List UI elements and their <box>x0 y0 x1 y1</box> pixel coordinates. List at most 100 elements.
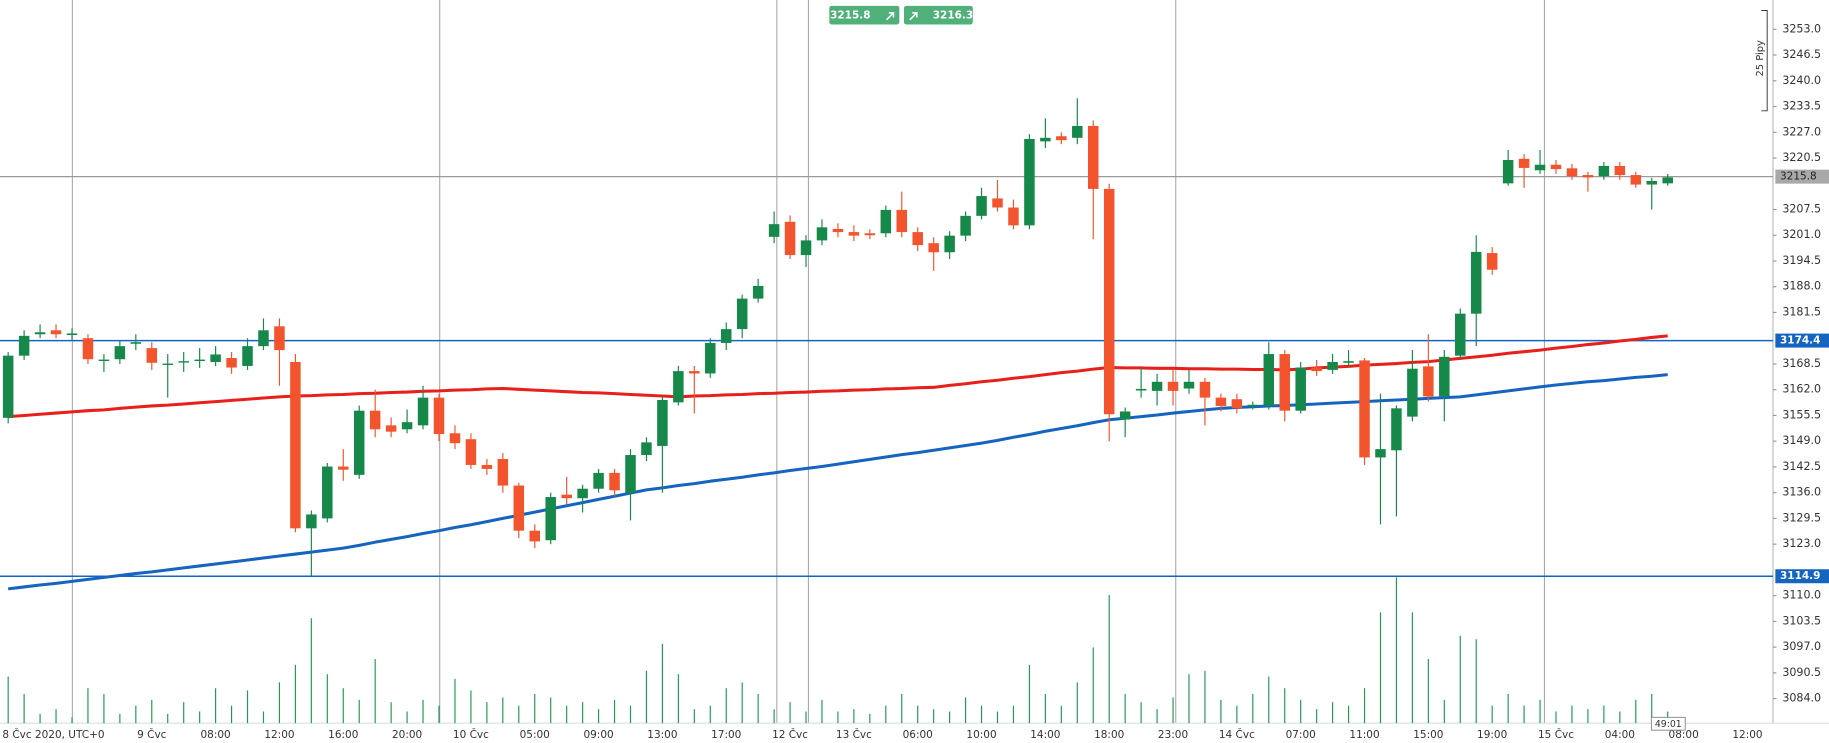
candle-body <box>2 355 14 418</box>
level-label: 3174.4 <box>1780 335 1820 347</box>
candle-body <box>1407 368 1418 417</box>
y-tick-label: 3090.5 <box>1782 666 1821 679</box>
y-tick-label: 3220.5 <box>1782 151 1821 164</box>
candle-body <box>1279 354 1290 411</box>
x-tick-label: 14 Čvc <box>1219 728 1255 741</box>
candle-body <box>1630 175 1642 185</box>
candle-body <box>162 363 173 365</box>
candle-body <box>752 285 764 299</box>
y-tick-label: 3110.0 <box>1782 589 1821 602</box>
candle-body <box>896 209 908 233</box>
candle-body <box>1534 164 1546 171</box>
candle-body <box>417 397 429 426</box>
y-tick-label: 3246.5 <box>1782 48 1821 61</box>
pip-ruler: 25 Pipy <box>1755 10 1768 112</box>
candle-body <box>1151 381 1163 391</box>
candle-body <box>992 198 1003 208</box>
candle-body <box>1231 399 1243 409</box>
x-tick-label: 23:00 <box>1158 729 1188 741</box>
candle-body <box>242 346 253 366</box>
candle-body <box>114 346 126 360</box>
candle-body <box>353 410 365 475</box>
x-tick-label: 18:00 <box>1094 729 1124 741</box>
candle-body <box>1375 449 1386 458</box>
candle-body <box>290 361 301 529</box>
candle-body <box>1311 367 1322 372</box>
candle-body <box>944 235 955 253</box>
x-tick-label: 9 Čvc <box>137 728 167 741</box>
candle-body <box>1518 158 1530 168</box>
candle-body <box>130 342 142 344</box>
y-tick-label: 3253.0 <box>1782 22 1821 35</box>
bid-badge[interactable] <box>829 5 900 25</box>
candle-body <box>146 348 158 363</box>
countdown: 49:01 <box>1655 719 1682 730</box>
candle-body <box>641 442 652 456</box>
ask-badge[interactable] <box>904 5 973 25</box>
quote-badges[interactable]: 3215.8 3216.3 <box>829 5 973 25</box>
y-tick-label: 3155.5 <box>1782 408 1821 421</box>
x-tick-label: 13 Čvc <box>836 728 872 741</box>
candle-body <box>657 400 668 446</box>
candle-body <box>928 243 939 253</box>
candle-body <box>1423 366 1434 397</box>
x-tick-label: 17:00 <box>711 729 741 741</box>
x-tick-label: 05:00 <box>520 729 550 741</box>
candle-body <box>369 410 381 430</box>
candle-body <box>98 359 110 362</box>
candle-body <box>401 422 413 430</box>
candle-body <box>1167 381 1179 391</box>
price-label-box <box>1775 169 1829 184</box>
candle-body <box>194 359 205 362</box>
candle-body <box>689 371 700 374</box>
candle-body <box>50 330 62 335</box>
y-tick-label: 3103.5 <box>1782 614 1821 627</box>
candle-body <box>960 215 971 236</box>
candle-body <box>1598 165 1610 177</box>
candle-body <box>816 227 828 241</box>
x-tick-label: 07:00 <box>1286 729 1316 741</box>
candle-body <box>1455 313 1466 356</box>
x-tick-label: 12:00 <box>264 729 294 741</box>
candle-body <box>1087 125 1099 189</box>
candle-body <box>1502 160 1514 184</box>
y-tick-label: 3240.0 <box>1782 74 1821 87</box>
candle-body <box>1215 397 1227 406</box>
pip-label: 25 Pipy <box>1755 40 1766 77</box>
x-tick-label: 14:00 <box>1030 729 1060 741</box>
candle-body <box>258 330 269 347</box>
candle-body <box>1040 137 1051 142</box>
candle-body <box>385 425 397 432</box>
candle-body <box>34 332 46 335</box>
x-tick-label: 10 Čvc <box>453 728 489 741</box>
y-tick-label: 3142.5 <box>1782 460 1821 473</box>
x-tick-label: 20:00 <box>392 729 422 741</box>
candle-body <box>210 354 221 362</box>
y-tick-label: 3194.5 <box>1782 254 1821 267</box>
ask-icon <box>909 12 918 21</box>
x-tick-label: 19:00 <box>1477 729 1507 741</box>
y-tick-label: 3227.0 <box>1782 125 1821 138</box>
bid-price: 3215.8 <box>830 10 870 22</box>
candle-body <box>1247 404 1259 407</box>
candle-body <box>545 497 556 541</box>
level-label: 3114.9 <box>1780 570 1820 582</box>
candle-body <box>609 472 620 491</box>
y-tick-label: 3162.0 <box>1782 383 1821 396</box>
y-tick-label: 3233.5 <box>1782 100 1821 113</box>
y-tick-label: 3136.0 <box>1782 486 1821 499</box>
candle-body <box>66 333 78 336</box>
candle-body <box>880 209 892 234</box>
pip-bracket <box>1761 10 1768 112</box>
candle-body <box>433 397 445 435</box>
x-tick-label: 08:00 <box>200 729 230 741</box>
x-tick-label: 09:00 <box>583 729 613 741</box>
candle-body <box>322 466 333 519</box>
candle-body <box>1199 381 1211 398</box>
candle-body <box>513 485 525 531</box>
countdown-box <box>1650 716 1686 731</box>
candle-body <box>1119 411 1131 420</box>
candle-body <box>864 233 876 236</box>
